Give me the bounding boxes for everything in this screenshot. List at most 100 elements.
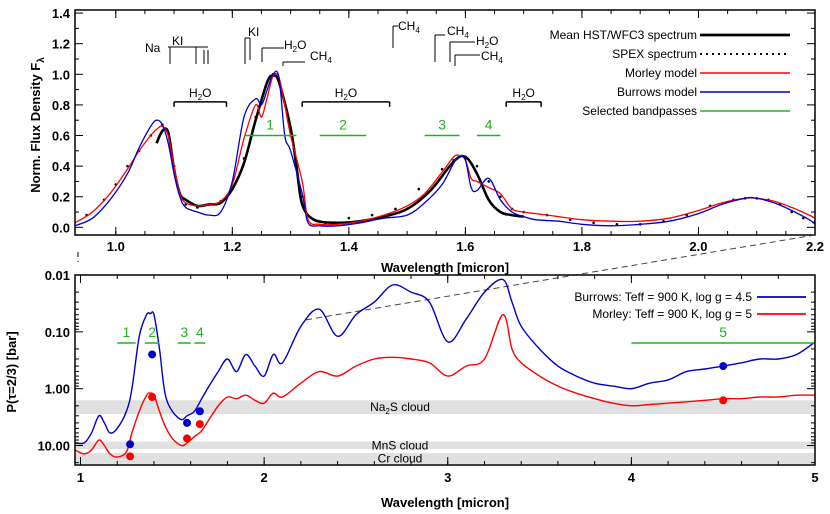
spex-point <box>487 180 491 183</box>
pressure-legend-label: Morley: Teff = 900 K, log g = 5 <box>592 307 752 321</box>
morley-bandpass-marker <box>719 396 728 405</box>
spex-point <box>324 221 327 225</box>
cloud-band-cr <box>75 452 815 464</box>
morley-model-line <box>75 72 815 226</box>
molecule-label-ki2: KI <box>248 25 259 39</box>
pressure-bandpass-label: 1 <box>123 324 131 340</box>
molecule-label-h2o: H2O <box>284 38 306 54</box>
pressure-y-tick-label: 10.00 <box>37 439 70 454</box>
bandpass-label: 3 <box>438 117 446 133</box>
flux-legend-label: Selected bandpasses <box>582 104 697 118</box>
flux-y-tick-label: 0.2 <box>52 190 70 205</box>
flux-x-tick-label: 1.4 <box>340 239 359 254</box>
flux-x-tick-label: 2.2 <box>806 239 824 254</box>
flux-legend-label: Morley model <box>625 66 697 80</box>
flux-y-tick-label: 0.8 <box>52 98 70 113</box>
molecule-label-ki: KI <box>172 34 183 48</box>
pressure-y-tick-label: 0.01 <box>45 268 70 283</box>
flux-x-axis-title: Wavelength [micron] <box>381 260 509 275</box>
bandpass-label: 2 <box>339 117 347 133</box>
flux-legend-label: Mean HST/WFC3 spectrum <box>550 28 697 42</box>
pressure-x-tick-label: 4 <box>628 470 636 485</box>
molecule-label-ch4: CH4 <box>310 49 332 65</box>
spex-point <box>475 164 479 168</box>
spex-point <box>254 115 257 119</box>
spex-point <box>615 222 619 226</box>
spex-point <box>417 187 421 191</box>
molecule-label-na: Na <box>145 41 161 55</box>
flux-x-tick-label: 1.8 <box>573 239 591 254</box>
spex-point <box>196 206 199 209</box>
molecule-label-ch4-c: CH4 <box>447 24 469 40</box>
pressure-bandpass-label: 4 <box>196 324 204 340</box>
molecule-label-ch4-b: CH4 <box>398 19 420 35</box>
flux-x-tick-label: 1.6 <box>456 239 474 254</box>
h2o-band-label: H2O <box>512 86 534 102</box>
burrows-bandpass-marker <box>195 407 204 416</box>
burrows-bandpass-marker <box>126 440 135 449</box>
spex-point <box>126 164 129 168</box>
pressure-bandpass-label: 2 <box>148 324 156 340</box>
cloud-band-na2s <box>75 400 815 415</box>
pressure-x-tick-label: 1 <box>77 470 84 485</box>
flux-y-tick-label: 1.0 <box>52 67 70 82</box>
morley-pressure-line <box>75 313 815 458</box>
flux-plot-frame <box>74 9 816 236</box>
flux-y-tick-label: 1.4 <box>52 6 71 21</box>
pressure-y-tick-label: 1.00 <box>45 382 70 397</box>
flux-y-tick-label: 0.6 <box>52 129 70 144</box>
bandpass-label: 1 <box>266 117 274 133</box>
pressure-x-tick-label: 5 <box>811 470 818 485</box>
h2o-band-label: H2O <box>189 86 211 102</box>
spex-point <box>592 221 595 225</box>
pressure-bandpass-label: 5 <box>719 324 727 340</box>
pressure-y-axis-title: P(τ=2/3) [bar] <box>4 331 19 412</box>
morley-bandpass-marker <box>195 420 204 429</box>
flux-y-tick-label: 1.2 <box>52 37 70 52</box>
pressure-x-tick-label: 3 <box>444 470 451 485</box>
cloud-band-mns <box>75 441 815 449</box>
morley-bandpass-marker <box>126 452 135 461</box>
flux-y-axis-title: Norm. Flux Density Fλ <box>28 57 47 193</box>
spex-point <box>265 80 269 84</box>
cloud-band-cr-label: Cr cloud <box>378 451 423 465</box>
spex-point <box>452 158 456 162</box>
burrows-bandpass-marker <box>719 362 728 371</box>
flux-legend-label: Burrows model <box>617 85 697 99</box>
flux-y-tick-label: 0.0 <box>52 220 70 235</box>
molecule-label-ch4-d: CH4 <box>481 49 503 65</box>
spex-point <box>347 216 351 220</box>
flux-panel: 1.0 1.2 1.4 1.6 1.8 2.0 2.2 0.0 0.2 0.4 0.6 0.8 1.0 1… <box>28 6 824 275</box>
flux-x-tick-label: 1.2 <box>223 239 241 254</box>
pressure-legend-label: Burrows: Teff = 900 K, log g = 4.5 <box>574 290 752 304</box>
flux-y-tick-label: 0.4 <box>52 159 71 174</box>
burrows-bandpass-marker <box>148 350 157 359</box>
cloud-band-mns-label: MnS cloud <box>372 438 429 452</box>
pressure-y-tick-label: 0.10 <box>45 325 70 340</box>
flux-legend-label: SPEX spectrum <box>612 47 697 61</box>
cloud-band-na2s-label: Na2S cloud <box>370 400 430 416</box>
spex-point <box>370 213 374 217</box>
morley-bandpass-marker <box>148 392 157 401</box>
pressure-plot-frame <box>74 274 816 466</box>
burrows-pressure-line <box>75 278 815 445</box>
flux-x-tick-label: 1.0 <box>107 239 125 254</box>
zoom-connector-right <box>304 234 816 321</box>
bandpass-label: 4 <box>485 117 493 133</box>
spex-point <box>231 187 234 191</box>
hst-spectrum-line <box>155 74 524 225</box>
h2o-band-label: H2O <box>335 86 357 102</box>
spex-point <box>440 167 444 171</box>
molecule-label-h2o-b: H2O <box>476 34 498 50</box>
spex-point <box>394 207 397 211</box>
pressure-bandpass-label: 3 <box>180 324 188 340</box>
flux-y-axis-title-main: Norm. Flux Density F <box>28 63 43 193</box>
flux-y-axis-title-sub: λ <box>36 57 47 63</box>
burrows-model-line <box>75 70 815 227</box>
spex-point <box>802 216 805 220</box>
flux-x-tick-label: 2.0 <box>689 239 707 254</box>
pressure-x-tick-label: 2 <box>261 470 268 485</box>
morley-bandpass-marker <box>183 434 192 443</box>
